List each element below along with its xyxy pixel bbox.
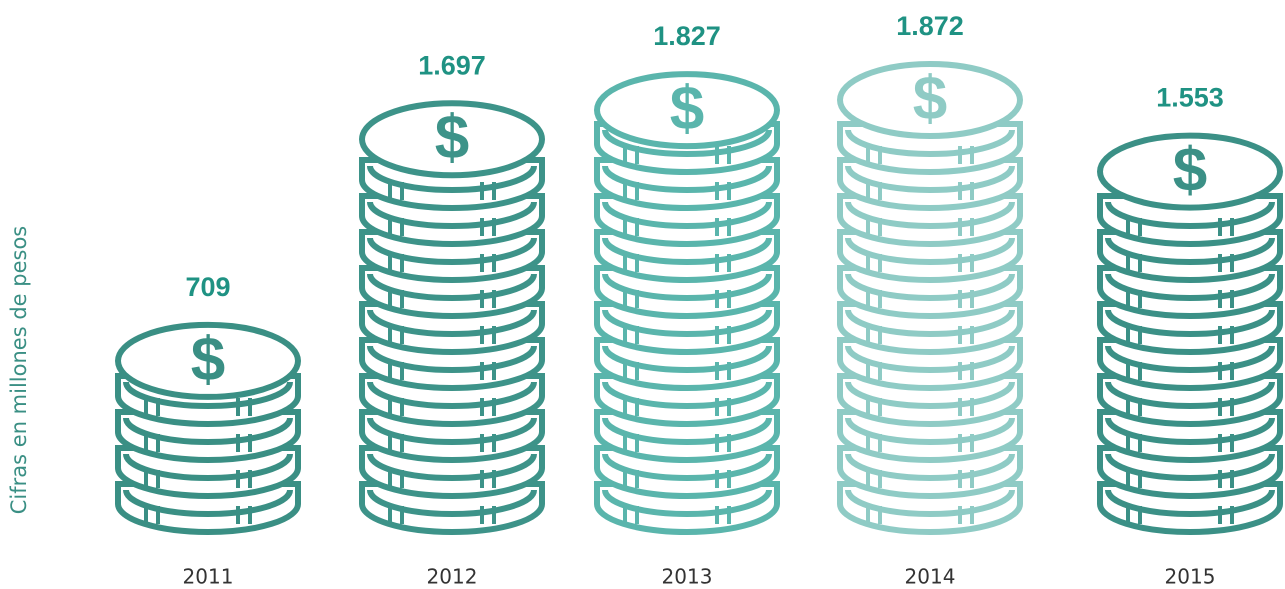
coin-symbol: $: [191, 325, 225, 394]
coin-stack: $: [1100, 136, 1280, 532]
value-label: 1.827: [653, 21, 721, 51]
x-tick-label: 2013: [662, 565, 713, 589]
coin-symbol: $: [1173, 136, 1207, 205]
x-tick-label: 2014: [905, 565, 956, 589]
coin-symbol: $: [435, 104, 469, 173]
value-label: 709: [185, 272, 230, 302]
value-label: 1.872: [896, 11, 964, 41]
axis-title: Cifras en millones de pesos: [7, 226, 31, 514]
coin-stack: $: [840, 64, 1020, 532]
x-tick-label: 2011: [183, 565, 234, 589]
coin-symbol: $: [913, 64, 947, 133]
coin-stack: $: [118, 325, 298, 532]
value-label: 1.553: [1156, 83, 1224, 113]
coin-symbol: $: [670, 74, 704, 143]
x-tick-label: 2015: [1165, 565, 1216, 589]
coin-stack: $: [362, 103, 542, 532]
x-tick-label: 2012: [427, 565, 478, 589]
value-label: 1.697: [418, 50, 486, 80]
chart: Cifras en millones de pesos $709 2011 $1.6…: [0, 0, 1285, 589]
coin-stack: $: [597, 74, 777, 532]
